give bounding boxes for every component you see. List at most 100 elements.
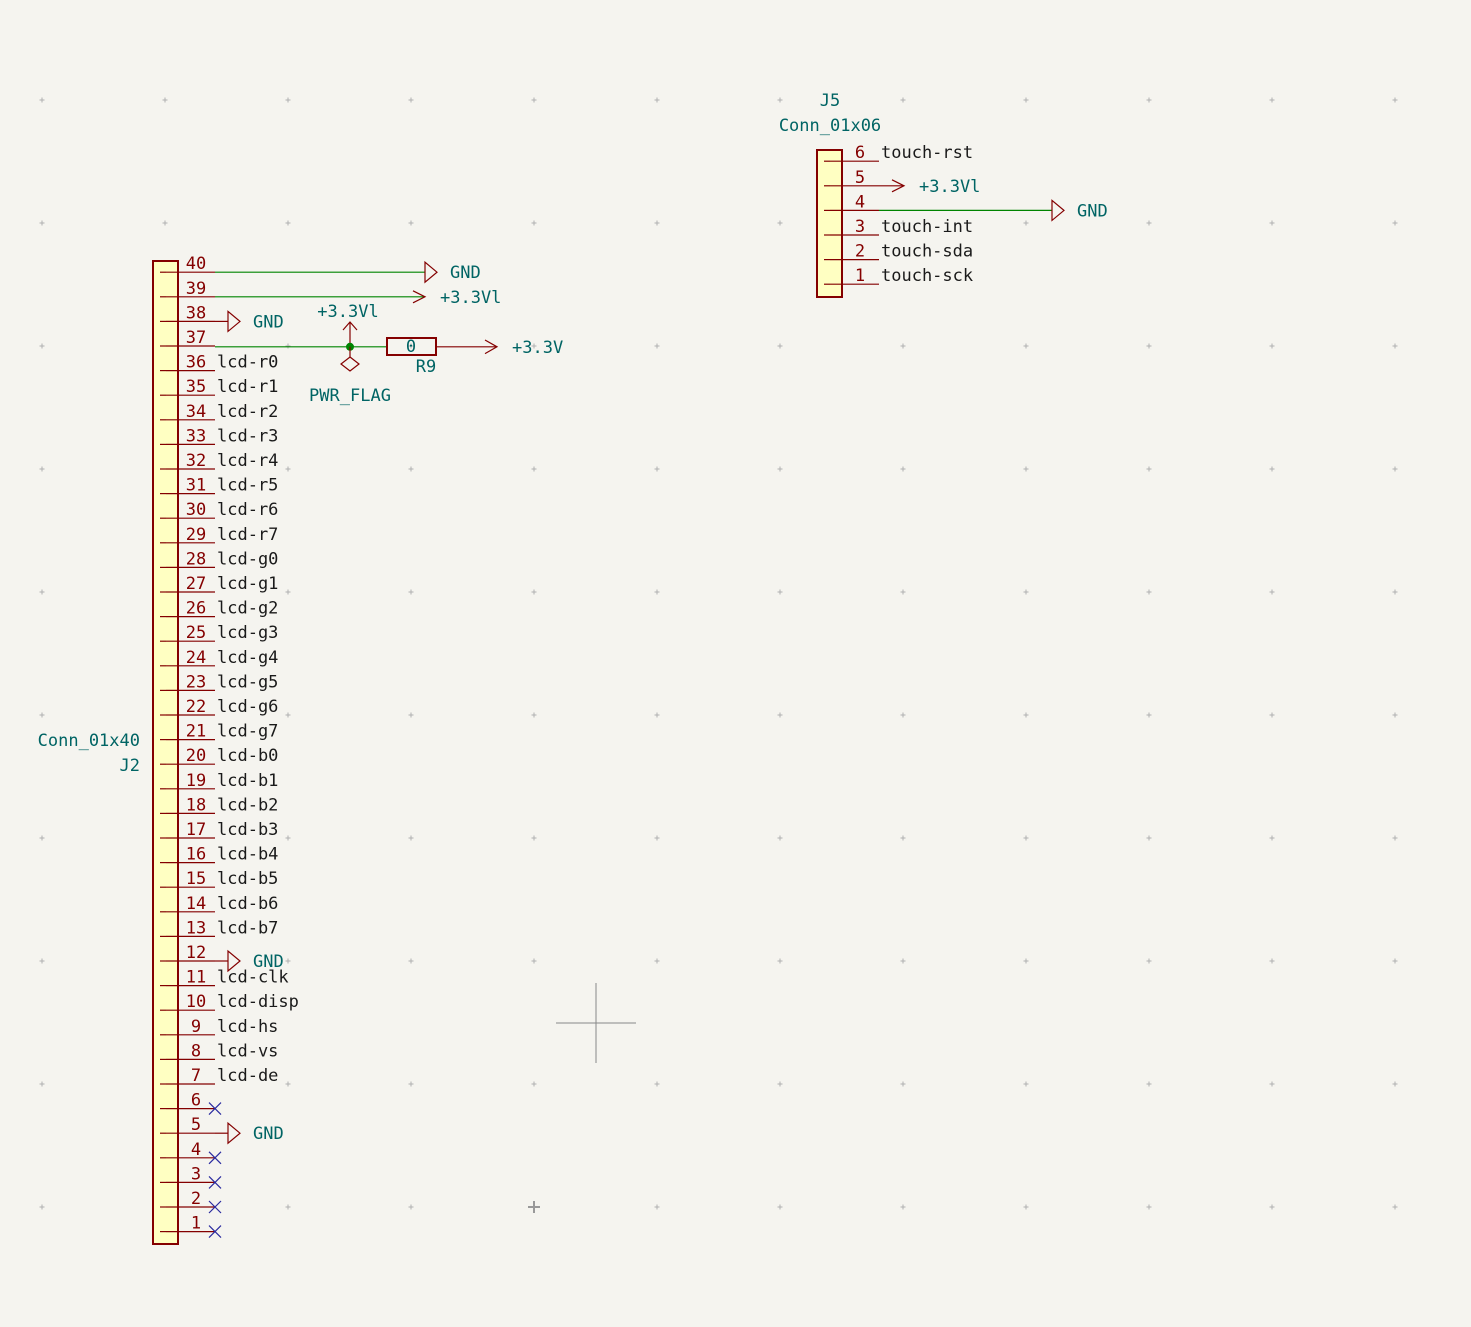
pin-number: 23	[186, 672, 206, 692]
net-label: lcd-b6	[217, 894, 278, 914]
pin-number: 35	[186, 377, 206, 397]
grid-dot	[1269, 589, 1275, 595]
flag-label: PWR_FLAG	[309, 386, 391, 406]
pin-number: 5	[855, 168, 865, 188]
pin-number: 20	[186, 746, 206, 766]
grid-dot	[1146, 220, 1152, 226]
grid-dot	[654, 958, 660, 964]
grid-dot	[1023, 343, 1029, 349]
grid-dot	[900, 589, 906, 595]
pin-number: 21	[186, 722, 206, 742]
resistor-reference: R9	[416, 357, 436, 377]
grid-dot	[1023, 97, 1029, 103]
net-label: lcd-b3	[217, 820, 278, 840]
pin-number: 6	[855, 143, 865, 163]
grid-dot	[654, 466, 660, 472]
grid-dot	[1023, 220, 1029, 226]
component-value: Conn_01x40	[38, 731, 140, 751]
pin-number: 1	[191, 1214, 201, 1234]
grid-dot	[531, 466, 537, 472]
pin37-circuit: +3.3Vl PWR_FLAG 0 R9 +3.3V	[215, 302, 563, 406]
grid-dot	[777, 712, 783, 718]
grid-dot	[285, 589, 291, 595]
grid-dot	[1269, 1204, 1275, 1210]
grid-dot	[1392, 97, 1398, 103]
power-label: +3.3Vl	[317, 302, 378, 322]
pin-number: 32	[186, 451, 206, 471]
pin-number: 31	[186, 476, 206, 496]
grid-dot	[39, 97, 45, 103]
grid-dot	[654, 835, 660, 841]
pin-number: 16	[186, 845, 206, 865]
pin-number: 36	[186, 353, 206, 373]
pin-number: 22	[186, 697, 206, 717]
pin-number: 17	[186, 820, 206, 840]
pin-number: 27	[186, 574, 206, 594]
pin-number: 4	[191, 1140, 201, 1160]
pin-number: 4	[855, 192, 865, 212]
grid-dot	[900, 712, 906, 718]
gnd-symbol	[1051, 199, 1065, 222]
pin-number: 1	[855, 266, 865, 286]
grid-dot	[408, 958, 414, 964]
grid-dot	[531, 712, 537, 718]
grid-dot	[285, 97, 291, 103]
grid-dot	[531, 220, 537, 226]
net-label: lcd-vs	[217, 1041, 278, 1061]
grid-dot	[654, 97, 660, 103]
grid-dot	[39, 589, 45, 595]
net-label: lcd-disp	[217, 992, 299, 1012]
grid-dot	[285, 220, 291, 226]
grid-dot	[1269, 1081, 1275, 1087]
net-label: touch-int	[881, 217, 973, 237]
grid-dot	[39, 466, 45, 472]
grid-dot	[1146, 1081, 1152, 1087]
gnd-symbol	[227, 310, 241, 333]
net-label: lcd-de	[217, 1066, 278, 1086]
pin-number: 7	[191, 1066, 201, 1086]
pin-number: 29	[186, 525, 206, 545]
no-connect	[208, 1102, 222, 1116]
grid-dot	[162, 220, 168, 226]
grid-dot	[1392, 589, 1398, 595]
grid-dot	[1392, 835, 1398, 841]
component-reference: J5	[820, 91, 840, 111]
power-label: +3.3Vl	[919, 177, 980, 197]
grid-dot	[1023, 466, 1029, 472]
grid-dot	[531, 958, 537, 964]
power-arrow	[891, 179, 906, 193]
no-connect	[208, 1200, 222, 1214]
pin-number: 10	[186, 992, 206, 1012]
grid-dot	[1392, 1204, 1398, 1210]
grid-dot	[285, 1204, 291, 1210]
net-label: lcd-b0	[217, 746, 278, 766]
grid-dot	[285, 343, 291, 349]
grid-dot	[777, 343, 783, 349]
grid-dot	[1146, 1204, 1152, 1210]
grid-dot	[1023, 958, 1029, 964]
net-label: touch-sda	[881, 242, 973, 262]
grid-dot	[39, 835, 45, 841]
grid-dot	[39, 958, 45, 964]
pin-number: 30	[186, 500, 206, 520]
grid-dot	[900, 835, 906, 841]
grid-dot	[1269, 220, 1275, 226]
grid-dot	[1392, 958, 1398, 964]
pin-number: 40	[186, 254, 206, 274]
net-label: lcd-g1	[217, 574, 278, 594]
grid-dot	[777, 835, 783, 841]
grid-dot	[1023, 589, 1029, 595]
net-label: lcd-g6	[217, 697, 278, 717]
pin-number: 14	[186, 894, 206, 914]
grid-dot	[408, 343, 414, 349]
pin-number: 28	[186, 549, 206, 569]
grid-dot	[39, 343, 45, 349]
net-label: touch-sck	[881, 266, 973, 286]
net-label: lcd-hs	[217, 1017, 278, 1037]
grid-dot	[408, 1081, 414, 1087]
net-label: touch-rst	[881, 143, 973, 163]
grid-dot	[1392, 466, 1398, 472]
grid-dot	[900, 958, 906, 964]
